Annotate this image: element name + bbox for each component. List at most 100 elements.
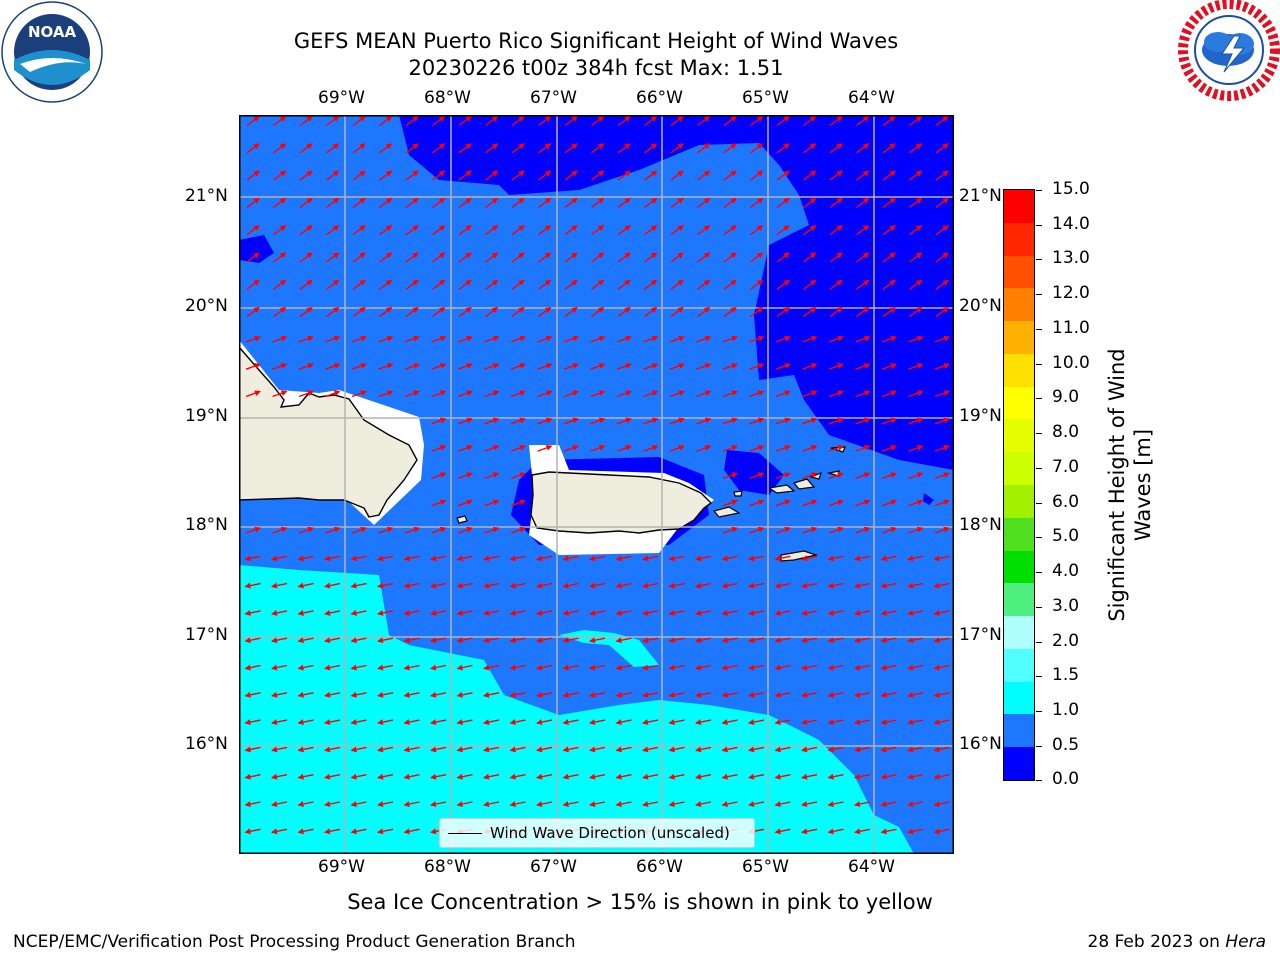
- wave-direction-arrow: [509, 664, 526, 671]
- wave-direction-arrow: [644, 170, 658, 181]
- lon-label-bottom: 66°W: [636, 857, 683, 877]
- wave-direction-arrow: [377, 609, 394, 616]
- wave-direction-arrow: [244, 664, 261, 671]
- wave-direction-arrow: [430, 773, 447, 780]
- wave-direction-arrow: [696, 390, 712, 398]
- footer-date-text: 28 Feb 2023 on: [1087, 932, 1226, 952]
- wave-direction-arrow: [881, 417, 897, 425]
- wave-direction-arrow: [458, 279, 472, 290]
- colorbar-swatch: [1004, 321, 1034, 355]
- wave-direction-arrow: [907, 801, 924, 807]
- wave-direction-arrow: [483, 582, 500, 589]
- wave-direction-arrow: [695, 637, 712, 644]
- wave-direction-arrow: [615, 801, 632, 807]
- wave-direction-arrow: [748, 609, 765, 616]
- wave-direction-arrow: [722, 390, 738, 398]
- map-panel: Wind Wave Direction (unscaled): [239, 115, 954, 854]
- wave-direction-arrow: [723, 252, 737, 263]
- wave-direction-arrow: [828, 444, 844, 452]
- wave-direction-arrow: [827, 637, 844, 644]
- wave-direction-arrow: [908, 363, 924, 370]
- wave-direction-arrow: [721, 746, 738, 753]
- wave-direction-arrow: [324, 801, 341, 807]
- wave-direction-arrow: [299, 225, 313, 236]
- wave-direction-arrow: [854, 691, 871, 698]
- wave-direction-arrow: [933, 746, 950, 753]
- wave-direction-arrow: [749, 390, 765, 398]
- wave-direction-arrow: [511, 252, 525, 263]
- wave-direction-arrow: [696, 363, 712, 370]
- footer-machine-name: Hera: [1225, 932, 1266, 952]
- wave-direction-arrow: [881, 444, 897, 452]
- wave-direction-arrow: [721, 609, 738, 616]
- wave-direction-arrow: [721, 801, 738, 807]
- wave-direction-arrow: [907, 555, 924, 562]
- wave-direction-arrow: [591, 225, 605, 236]
- wave-direction-arrow: [378, 390, 394, 398]
- footer-credit: NCEP/EMC/Verification Post Processing Pr…: [13, 932, 576, 952]
- wave-direction-arrow: [908, 499, 924, 507]
- wave-direction-arrow: [880, 801, 897, 807]
- wave-direction-arrow: [935, 197, 949, 208]
- wave-direction-arrow: [909, 197, 923, 208]
- wave-direction-arrow: [590, 444, 606, 452]
- colorbar-swatch: [1004, 386, 1034, 420]
- wave-direction-arrow: [536, 773, 553, 780]
- wave-direction-arrow: [325, 363, 341, 370]
- lat-label-right: 18°N: [959, 515, 1002, 535]
- wave-direction-arrow: [272, 526, 288, 534]
- wave-direction-arrow: [589, 773, 606, 780]
- wave-direction-arrow: [880, 664, 897, 671]
- wave-direction-arrow: [803, 307, 817, 318]
- wave-direction-arrow: [856, 143, 870, 154]
- wave-direction-arrow: [643, 363, 659, 370]
- wave-direction-arrow: [379, 225, 393, 236]
- wave-direction-arrow: [484, 444, 500, 452]
- colorbar-swatch: [1004, 681, 1034, 715]
- wave-direction-arrow: [510, 335, 526, 343]
- wave-direction-arrow: [483, 801, 500, 807]
- wave-direction-arrow: [803, 225, 817, 236]
- wave-direction-arrow: [589, 691, 606, 698]
- wave-direction-arrow: [909, 170, 923, 181]
- wave-direction-arrow: [483, 719, 500, 726]
- wave-direction-arrow: [537, 390, 553, 398]
- wave-direction-arrow: [538, 143, 552, 154]
- wave-direction-arrow: [271, 773, 288, 780]
- wave-direction-arrow: [934, 526, 950, 534]
- wave-direction-arrow: [379, 115, 393, 127]
- lat-label-left: 18°N: [185, 515, 228, 535]
- wave-direction-arrow: [721, 691, 738, 698]
- wave-direction-arrow: [483, 691, 500, 698]
- wave-direction-arrow: [351, 363, 367, 370]
- wave-direction-arrow: [457, 526, 473, 534]
- wave-direction-arrow: [775, 472, 791, 480]
- wave-direction-arrow: [802, 472, 818, 480]
- wave-direction-arrow: [350, 773, 367, 780]
- wave-direction-arrow: [298, 335, 314, 343]
- colorbar-swatch: [1004, 255, 1034, 289]
- wave-direction-arrow: [642, 664, 659, 671]
- wave-direction-arrow: [350, 746, 367, 753]
- wave-field-0-0.5: [239, 235, 274, 263]
- wave-direction-arrow: [352, 115, 366, 127]
- wave-direction-arrow: [509, 801, 526, 807]
- wave-direction-arrow: [405, 279, 419, 290]
- wave-direction-arrow: [431, 444, 447, 452]
- wave-direction-arrow: [882, 115, 896, 127]
- colorbar-swatch: [1004, 485, 1034, 519]
- wave-direction-arrow: [854, 719, 871, 726]
- wave-direction-arrow: [617, 252, 631, 263]
- wave-direction-arrow: [854, 801, 871, 807]
- wave-direction-arrow: [351, 390, 367, 398]
- wave-direction-arrow: [750, 307, 764, 318]
- wave-direction-arrow: [431, 526, 447, 534]
- wave-direction-arrow: [908, 335, 924, 343]
- hispaniola-land: [239, 345, 418, 518]
- wave-direction-arrow: [537, 417, 553, 425]
- wave-direction-arrow: [509, 719, 526, 726]
- wave-direction-arrow: [855, 390, 871, 398]
- colorbar-tick-label: 12.0: [1052, 283, 1090, 303]
- wave-direction-arrow: [456, 609, 473, 616]
- wave-direction-arrow: [244, 582, 261, 589]
